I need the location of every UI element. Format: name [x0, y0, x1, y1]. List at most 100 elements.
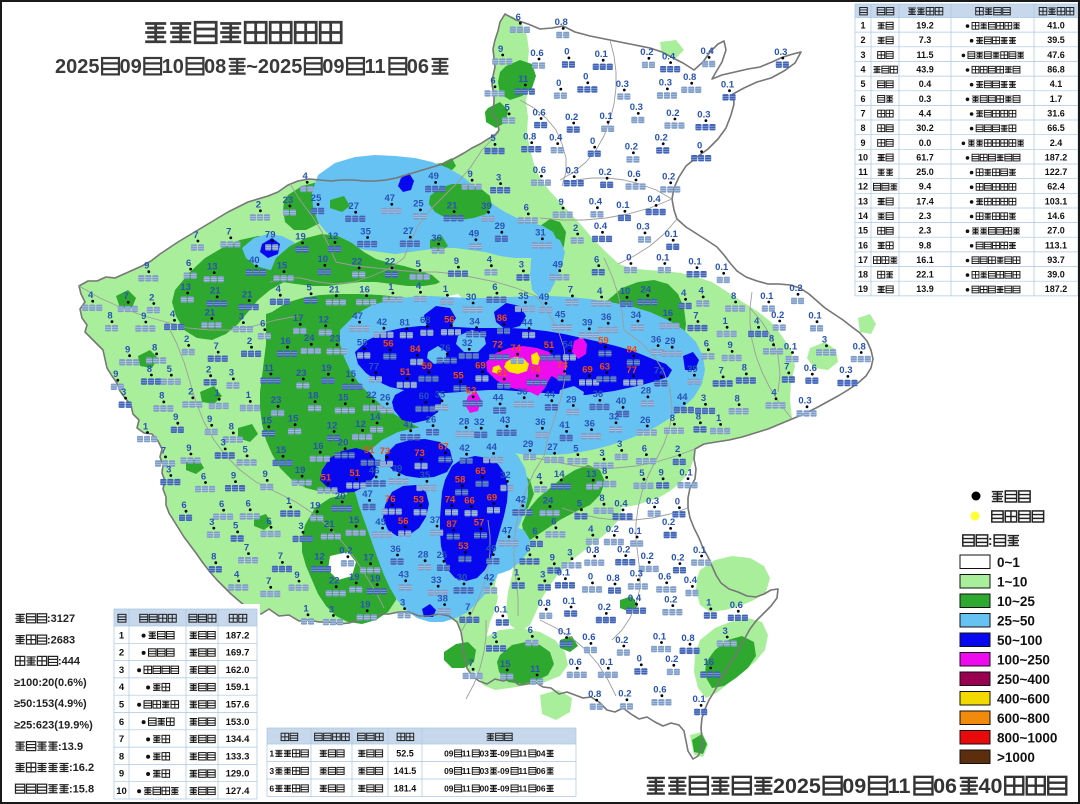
- svg-text:43: 43: [398, 570, 409, 581]
- svg-text:5: 5: [860, 79, 865, 89]
- svg-text:9: 9: [144, 261, 149, 272]
- svg-text:0.3: 0.3: [798, 396, 811, 407]
- svg-text:31: 31: [535, 228, 546, 239]
- svg-text:3: 3: [701, 393, 706, 404]
- svg-text:38: 38: [437, 593, 448, 604]
- svg-text:5: 5: [573, 443, 579, 454]
- svg-text:49: 49: [486, 543, 497, 554]
- svg-text:0.2: 0.2: [618, 689, 631, 700]
- svg-text:6: 6: [246, 499, 251, 510]
- svg-text:1: 1: [388, 282, 394, 293]
- svg-text:5: 5: [639, 468, 645, 479]
- svg-text:14.6: 14.6: [1047, 211, 1065, 221]
- svg-text:51: 51: [349, 468, 360, 479]
- svg-text:4: 4: [588, 524, 594, 535]
- svg-text:19.2: 19.2: [916, 21, 934, 31]
- svg-text:7: 7: [119, 734, 124, 745]
- svg-text:0.4: 0.4: [919, 79, 932, 89]
- svg-text:36: 36: [584, 418, 595, 429]
- svg-text:43.9: 43.9: [916, 65, 934, 75]
- svg-text:0.6: 0.6: [533, 165, 546, 176]
- svg-text:0.2: 0.2: [606, 524, 619, 535]
- svg-text:4: 4: [860, 65, 865, 75]
- svg-text:60: 60: [419, 391, 430, 402]
- svg-text:61: 61: [497, 368, 508, 379]
- svg-text:1: 1: [514, 568, 520, 579]
- svg-text:19: 19: [858, 284, 868, 294]
- svg-text:0.1: 0.1: [600, 657, 614, 668]
- svg-text:25: 25: [413, 199, 424, 210]
- svg-text:44: 44: [493, 393, 504, 404]
- svg-text:3: 3: [540, 570, 545, 581]
- svg-text:14: 14: [858, 211, 868, 221]
- svg-text:11: 11: [462, 783, 471, 793]
- svg-text:74: 74: [510, 343, 521, 354]
- svg-text:1: 1: [443, 284, 449, 295]
- svg-text:0.1: 0.1: [688, 256, 702, 267]
- svg-text:0.8: 0.8: [538, 598, 551, 609]
- svg-text:2: 2: [675, 444, 680, 455]
- svg-text:25: 25: [437, 550, 448, 561]
- svg-text:4: 4: [681, 288, 687, 299]
- svg-text:0.3: 0.3: [646, 496, 659, 507]
- svg-text:19: 19: [349, 572, 360, 583]
- svg-text:0.2: 0.2: [789, 283, 802, 294]
- svg-text:7: 7: [193, 230, 198, 241]
- svg-text:41: 41: [403, 420, 414, 431]
- svg-text:6: 6: [860, 94, 865, 104]
- svg-text:7: 7: [244, 542, 249, 553]
- svg-text:1: 1: [215, 388, 221, 399]
- svg-text:25~50: 25~50: [997, 614, 1035, 629]
- svg-text:24: 24: [543, 495, 554, 506]
- svg-text:4: 4: [754, 316, 760, 327]
- svg-text:16: 16: [280, 336, 291, 347]
- svg-text:0.2: 0.2: [617, 544, 630, 555]
- svg-text:9: 9: [231, 470, 236, 481]
- svg-text:6: 6: [260, 318, 265, 329]
- svg-text:39: 39: [582, 318, 593, 329]
- svg-text:4: 4: [303, 171, 309, 182]
- svg-text:9: 9: [498, 44, 503, 55]
- svg-text:51: 51: [364, 445, 375, 456]
- svg-text:11: 11: [518, 783, 527, 793]
- svg-text:55: 55: [453, 371, 464, 382]
- svg-text:57: 57: [474, 518, 485, 529]
- svg-text:47.6: 47.6: [1047, 50, 1065, 60]
- svg-text:16: 16: [359, 284, 370, 295]
- svg-text:4: 4: [597, 286, 603, 297]
- svg-text:≥100:20(0.6%): ≥100:20(0.6%): [14, 677, 87, 689]
- svg-text:12: 12: [858, 182, 868, 192]
- svg-text:47: 47: [385, 193, 396, 204]
- svg-text:0.1: 0.1: [760, 291, 774, 302]
- svg-text:2: 2: [149, 292, 154, 303]
- svg-text:73: 73: [557, 360, 568, 371]
- svg-text:18: 18: [858, 270, 868, 280]
- svg-text:84: 84: [410, 344, 421, 355]
- svg-text:8: 8: [599, 493, 604, 504]
- svg-text:15: 15: [346, 369, 357, 380]
- svg-text:0: 0: [588, 572, 593, 583]
- svg-text:23: 23: [271, 395, 282, 406]
- svg-text:56: 56: [383, 339, 394, 350]
- svg-text:0.2: 0.2: [565, 112, 578, 123]
- svg-text:08: 08: [204, 56, 226, 78]
- svg-text:127.4: 127.4: [226, 786, 250, 797]
- svg-text:7: 7: [266, 576, 271, 587]
- svg-text:0.2: 0.2: [771, 310, 784, 321]
- svg-text::: :: [988, 533, 993, 548]
- svg-text:0.8: 0.8: [555, 17, 568, 28]
- svg-text:22: 22: [352, 257, 363, 268]
- svg-text:32: 32: [609, 412, 620, 423]
- svg-text:25.0: 25.0: [916, 167, 934, 177]
- svg-text:76: 76: [385, 494, 396, 505]
- svg-text:1: 1: [716, 413, 722, 424]
- svg-text:16: 16: [663, 308, 674, 319]
- svg-text:86.8: 86.8: [1047, 65, 1065, 75]
- svg-text:4: 4: [416, 281, 422, 292]
- svg-text:56: 56: [398, 516, 409, 527]
- svg-text:3: 3: [119, 665, 124, 676]
- svg-text:181.4: 181.4: [394, 783, 417, 793]
- svg-text:11: 11: [264, 363, 275, 374]
- svg-text:34: 34: [469, 316, 480, 327]
- svg-text:5: 5: [490, 133, 496, 144]
